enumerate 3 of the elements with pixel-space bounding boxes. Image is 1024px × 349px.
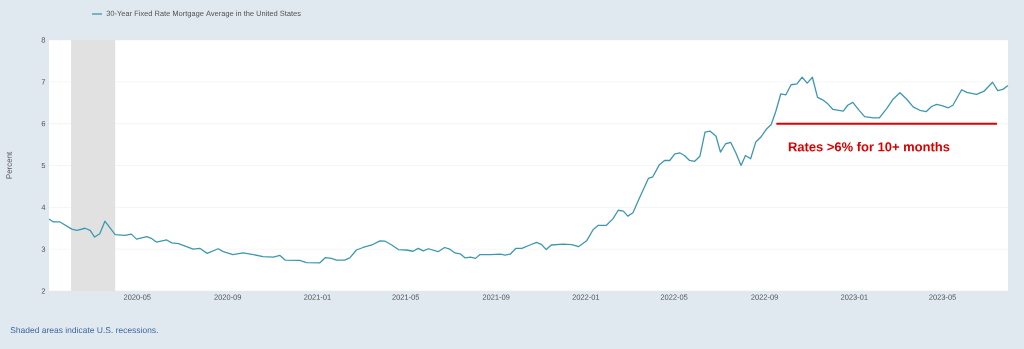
text: Shaded areas indicate U.S. recessions.	[10, 326, 158, 334]
annotation: Rates >6% for 10+ months	[788, 141, 950, 152]
line-series	[48, 76, 1009, 264]
